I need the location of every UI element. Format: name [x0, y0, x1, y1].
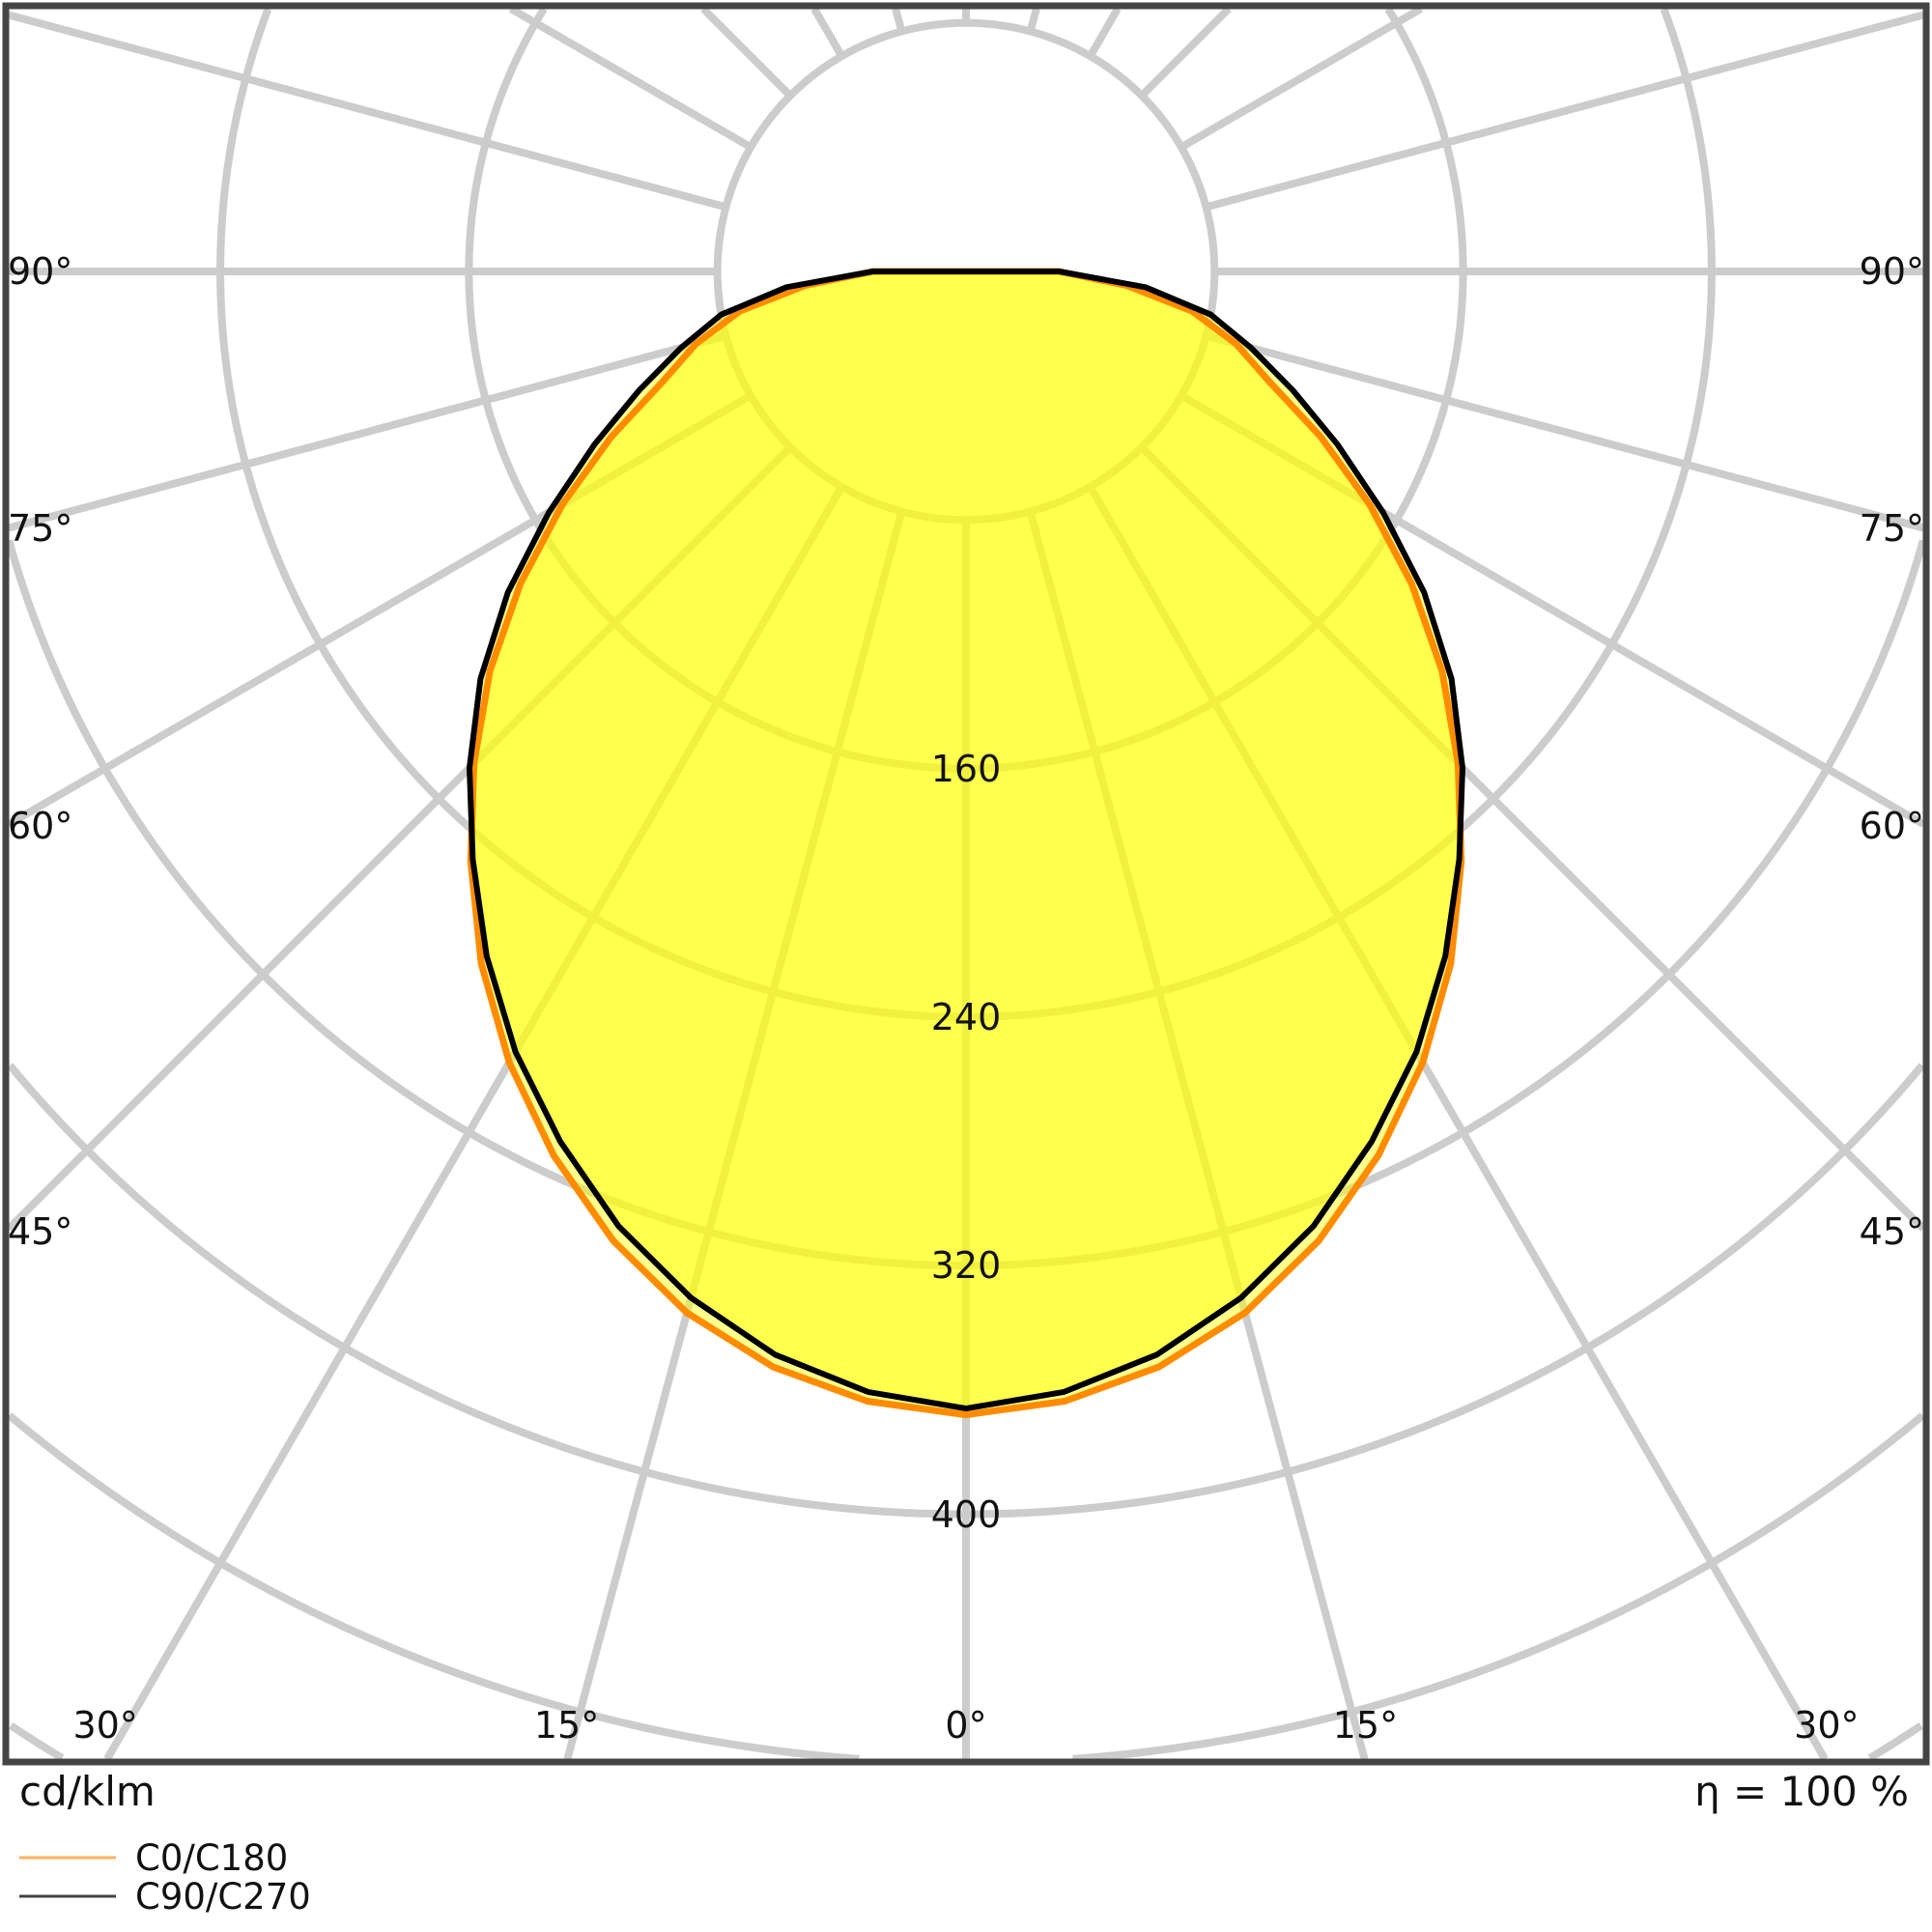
curves: [467, 268, 1465, 1419]
efficiency-label: η = 100 %: [1694, 1768, 1909, 1815]
grid-spoke: [508, 5, 753, 151]
legend-label-c90: C90/C270: [135, 1876, 311, 1918]
angle-label-bottom-1: 15°: [533, 1704, 600, 1747]
polar-grid: [5, 5, 1927, 1763]
grid-spoke: [1179, 5, 1424, 151]
angle-label-left-75: 75°: [8, 507, 73, 551]
angle-label-left-60: 60°: [8, 804, 73, 847]
angle-label-left-45: 45°: [8, 1210, 73, 1253]
grid-spoke: [1205, 331, 1925, 532]
grid-spoke: [810, 7, 845, 59]
angle-label-bottom-0: 30°: [72, 1704, 138, 1747]
angle-label-right-75: 75°: [1859, 507, 1924, 551]
grid-ring: [7, 1412, 1925, 1763]
radial-label-240: 240: [930, 995, 1002, 1038]
angle-label-right-90: 90°: [1859, 250, 1924, 293]
grid-spoke: [6, 444, 793, 1232]
curve-fill-0: [470, 271, 1462, 1415]
plot-frame: [2, 2, 1930, 1766]
grid-spoke: [1205, 11, 1925, 212]
angle-label-right-60: 60°: [1859, 804, 1924, 847]
grid-spoke: [103, 484, 845, 1761]
grid-ring: [465, 6, 1467, 773]
angle-label-bottom-2: 0°: [945, 1704, 987, 1747]
grid-spoke: [1026, 510, 1369, 1761]
legend-label-c0: C0/C180: [135, 1837, 289, 1879]
radial-label-320: 320: [930, 1244, 1002, 1288]
radial-label-160: 160: [930, 747, 1002, 790]
grid-spoke: [1179, 392, 1926, 828]
grid-spoke: [7, 392, 753, 828]
grid-spoke: [563, 510, 906, 1761]
grid-ring: [7, 1063, 1925, 1519]
grid-spoke: [700, 6, 793, 99]
curve-fill-1: [469, 271, 1463, 1409]
grid-spoke: [7, 331, 727, 532]
grid-spoke: [1087, 484, 1829, 1761]
grid-spoke: [1087, 6, 1122, 59]
grid-spoke: [892, 7, 906, 33]
grid-ring: [216, 7, 1716, 1021]
grid-spoke: [1139, 6, 1232, 99]
curve-c90-c270: [467, 269, 1465, 1412]
grid-spoke: [1026, 7, 1040, 33]
angle-label-bottom-4: 30°: [1794, 1704, 1860, 1747]
grid-ring: [9, 1722, 1923, 1762]
radial-label-400: 400: [930, 1492, 1002, 1536]
angle-label-bottom-3: 15°: [1332, 1704, 1399, 1747]
angle-label-left-90: 90°: [8, 250, 73, 293]
angle-label-right-45: 45°: [1859, 1210, 1924, 1253]
grid-spoke: [1139, 444, 1926, 1232]
grid-spoke: [7, 11, 727, 212]
grid-ring: [5, 539, 1927, 1270]
unit-label: cd/klm: [19, 1768, 156, 1815]
